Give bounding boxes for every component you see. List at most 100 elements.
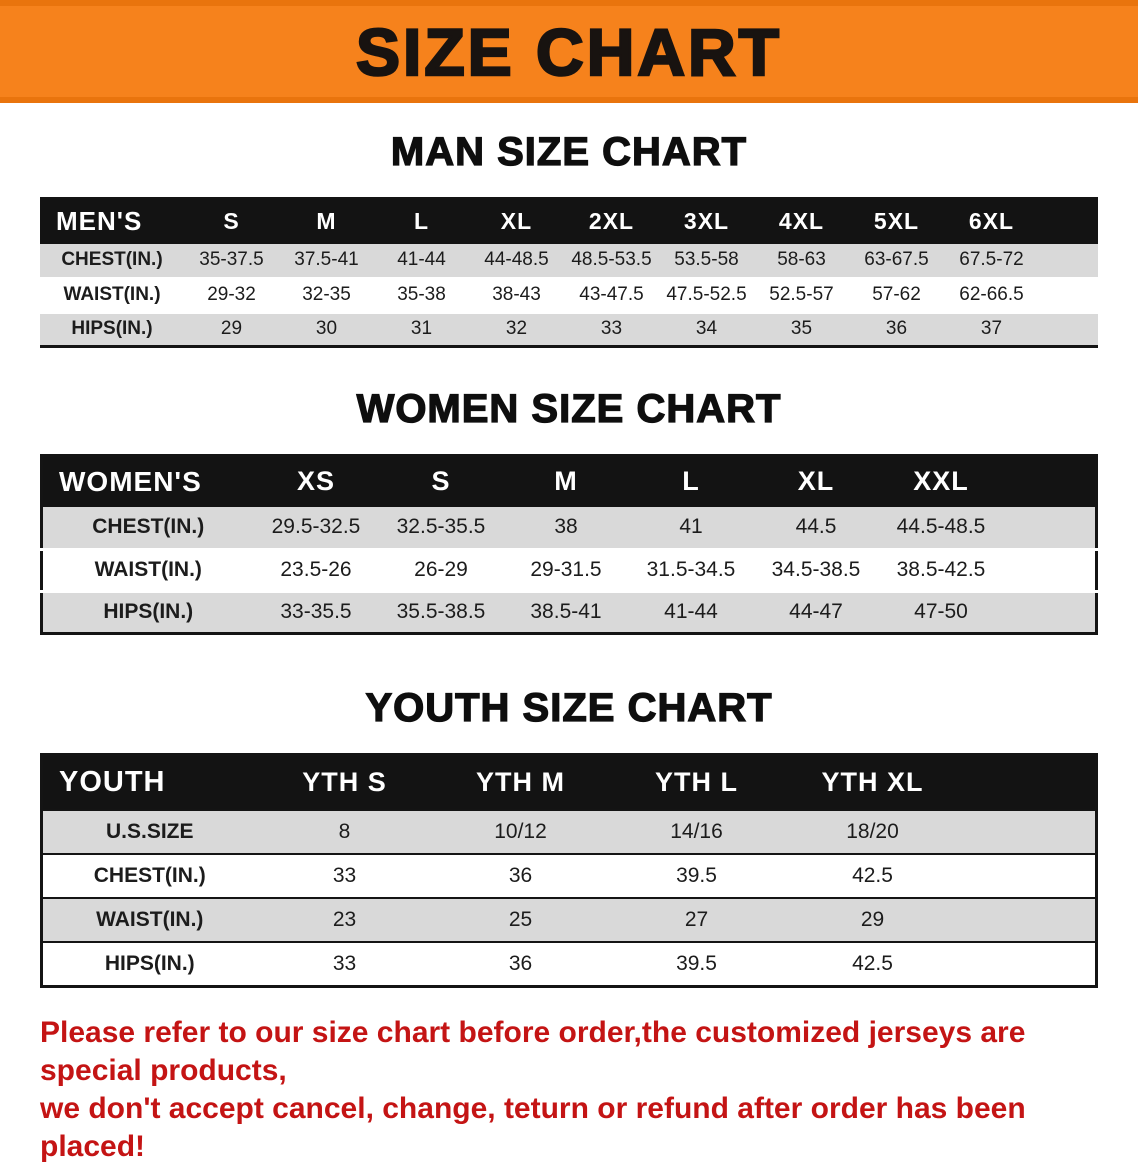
size-value: 41-44 xyxy=(664,600,718,623)
size-value: 38.5-41 xyxy=(530,600,602,623)
size-value: 29 xyxy=(220,318,243,339)
size-value: 44.5 xyxy=(795,515,837,539)
size-value: 34.5-38.5 xyxy=(771,558,861,581)
size-value: 39.5 xyxy=(676,864,717,887)
size-column-header: M xyxy=(554,466,578,497)
size-value: 29-31.5 xyxy=(530,558,602,581)
measurement-row: CHEST(IN.) 33 36 39.5 42.5 xyxy=(41,854,1097,898)
men-corner-label: MEN'S xyxy=(56,206,143,236)
size-column-header: S xyxy=(223,208,240,234)
measurement-row: HIPS(IN.) 33 36 39.5 42.5 xyxy=(41,942,1097,986)
spacer-cell xyxy=(1039,244,1098,278)
size-value: 36 xyxy=(508,864,533,887)
spacer-cell xyxy=(961,942,1097,986)
row-label: CHEST(IN.) xyxy=(92,515,205,539)
spacer-cell xyxy=(1039,278,1098,312)
size-value: 39.5 xyxy=(676,951,717,975)
spacer-cell xyxy=(1004,549,1097,591)
size-value: 18/20 xyxy=(846,820,899,843)
size-column-header: 6XL xyxy=(968,208,1015,234)
measurement-row: CHEST(IN.) 29.5-32.5 32.5-35.5 38 41 44.5 44.5… xyxy=(41,507,1097,549)
size-value: 42.5 xyxy=(852,864,893,887)
size-value: 62-66.5 xyxy=(959,284,1024,305)
men-size-section: MAN SIZE CHART MEN'S S M L XL 2XL 3XL 4XL 5XL 6XL… xyxy=(0,129,1138,348)
size-value: 29 xyxy=(860,908,885,931)
size-value: 27 xyxy=(684,908,709,931)
size-value: 44.5-48.5 xyxy=(896,515,986,539)
size-value: 35.5-38.5 xyxy=(396,600,486,623)
measurement-row: WAIST(IN.) 29-32 32-35 35-38 38-43 43-47.5 47.… xyxy=(40,278,1098,312)
men-header-row: MEN'S S M L XL 2XL 3XL 4XL 5XL 6XL xyxy=(40,198,1098,244)
youth-corner-label: YOUTH xyxy=(59,765,166,798)
size-value: 67.5-72 xyxy=(959,249,1024,271)
measurement-row: HIPS(IN.) 33-35.5 35.5-38.5 38.5-41 41-44 44-… xyxy=(41,591,1097,633)
size-value: 35-37.5 xyxy=(199,249,264,271)
size-value: 38 xyxy=(554,515,578,539)
size-value: 32 xyxy=(505,318,528,339)
row-label: HIPS(IN.) xyxy=(104,951,195,975)
size-value: 41 xyxy=(679,515,703,539)
row-label: WAIST(IN.) xyxy=(94,558,202,581)
size-value: 37.5-41 xyxy=(294,249,359,271)
size-value: 14/16 xyxy=(670,820,723,843)
size-column-header: XS xyxy=(296,466,336,497)
size-value: 47.5-52.5 xyxy=(666,284,747,305)
women-size-table: WOMEN'S XS S M L XL XXL CHEST(IN.) 29.5-32.5 32.5… xyxy=(40,453,1098,635)
size-value: 48.5-53.5 xyxy=(571,249,652,271)
row-label: HIPS(IN.) xyxy=(71,318,153,339)
size-value: 52.5-57 xyxy=(769,284,834,305)
spacer-cell xyxy=(1039,312,1098,346)
youth-header-row: YOUTH YTH S YTH M YTH L YTH XL xyxy=(41,754,1097,810)
size-value: 63-67.5 xyxy=(864,249,929,271)
spacer-cell xyxy=(961,854,1097,898)
row-label: CHEST(IN.) xyxy=(61,249,163,271)
size-value: 36 xyxy=(885,318,908,339)
size-value: 26-29 xyxy=(414,558,468,581)
size-value: 57-62 xyxy=(872,284,921,305)
size-column-header: 5XL xyxy=(873,208,920,234)
size-column-header: XL xyxy=(500,208,533,234)
size-column-header: 3XL xyxy=(683,208,730,234)
size-value: 33 xyxy=(332,864,357,887)
size-column-header: S xyxy=(431,466,451,497)
size-value: 47-50 xyxy=(914,600,968,623)
men-section-heading: MAN SIZE CHART xyxy=(390,129,748,174)
row-label: WAIST(IN.) xyxy=(96,908,204,931)
youth-size-table: YOUTH YTH S YTH M YTH L YTH XL U.S.SIZE 8 10/12… xyxy=(40,752,1098,988)
size-value: 44-48.5 xyxy=(484,249,549,271)
men-size-table: MEN'S S M L XL 2XL 3XL 4XL 5XL 6XL CHEST(IN.) 35-37… xyxy=(40,197,1098,348)
women-header-row: WOMEN'S XS S M L XL XXL xyxy=(41,455,1097,507)
youth-section-heading: YOUTH SIZE CHART xyxy=(365,685,773,730)
size-value: 32-35 xyxy=(302,284,351,305)
size-value: 41-44 xyxy=(397,249,446,271)
women-corner-label: WOMEN'S xyxy=(59,465,202,497)
size-value: 35 xyxy=(790,318,813,339)
size-value: 44-47 xyxy=(789,600,843,623)
spacer-cell xyxy=(961,754,1097,810)
size-value: 37 xyxy=(980,318,1003,339)
disclaimer-line-1: Please refer to our size chart before or… xyxy=(40,1015,1026,1087)
size-value: 31 xyxy=(410,318,433,339)
size-value: 33 xyxy=(600,318,623,339)
size-value: 43-47.5 xyxy=(579,284,644,305)
size-value: 30 xyxy=(315,318,338,339)
size-value: 34 xyxy=(695,318,718,339)
size-column-header: L xyxy=(682,466,700,497)
size-column-header: YTH XL xyxy=(821,766,924,797)
size-column-header: YTH S xyxy=(302,766,387,797)
size-value: 42.5 xyxy=(852,951,893,975)
youth-size-section: YOUTH SIZE CHART YOUTH YTH S YTH M YTH L YTH… xyxy=(0,685,1138,988)
size-column-header: YTH M xyxy=(476,766,565,797)
page-title: SIZE CHART xyxy=(355,14,782,89)
size-value: 33-35.5 xyxy=(280,600,352,623)
measurement-row: HIPS(IN.) 29 30 31 32 33 34 35 36 37 xyxy=(40,312,1098,346)
size-value: 38-43 xyxy=(492,284,541,305)
size-value: 8 xyxy=(338,820,351,843)
disclaimer-line-2: we don't accept cancel, change, teturn o… xyxy=(40,1091,1026,1163)
measurement-row: WAIST(IN.) 23.5-26 26-29 29-31.5 31.5-34.5 34… xyxy=(41,549,1097,591)
spacer-cell xyxy=(1004,455,1097,507)
size-value: 25 xyxy=(508,908,533,931)
spacer-cell xyxy=(1004,591,1097,633)
size-value: 36 xyxy=(508,951,533,975)
spacer-cell xyxy=(1039,198,1098,244)
